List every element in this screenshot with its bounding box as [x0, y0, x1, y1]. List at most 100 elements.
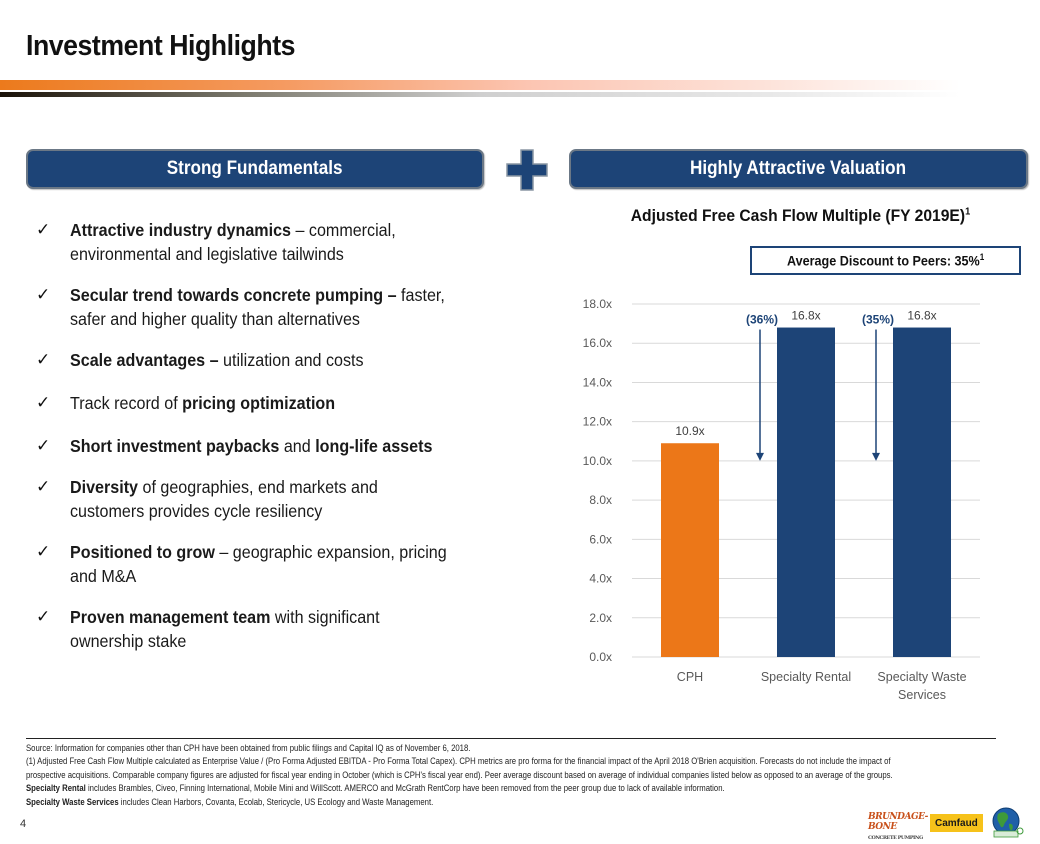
- check-icon: ✓: [36, 350, 51, 369]
- bullet-text-bold: Scale advantages –: [70, 350, 219, 370]
- attractive-valuation-header: Highly Attractive Valuation: [569, 149, 1028, 189]
- bullet-text-bold: Short investment paybacks: [70, 436, 280, 456]
- y-tick-label: 12.0x: [583, 415, 612, 429]
- check-icon: ✓: [36, 393, 51, 412]
- x-category-label: Services: [898, 688, 946, 702]
- bullet-text-regular: of geographies, end markets and: [138, 477, 378, 497]
- chart-title-footnote: 1: [964, 206, 970, 218]
- discount-annotation-label: (35%): [862, 313, 894, 327]
- bullet-text: Short investment paybacks and long-life …: [70, 434, 502, 458]
- footnote-source: Source: Information for companies other …: [26, 743, 471, 753]
- fundamentals-bullet: ✓ Scale advantages – utilization and cost…: [36, 348, 486, 372]
- bullet-text-bold: Positioned to grow: [70, 542, 215, 562]
- y-tick-label: 2.0x: [589, 611, 612, 625]
- bullet-text-bold: Secular trend towards concrete pumping –: [70, 285, 397, 305]
- brundage-logo-line-1: BRUNDAGE-: [868, 812, 928, 822]
- x-category-label: Specialty Waste: [877, 670, 966, 684]
- bullet-text: Track record of pricing optimization: [70, 391, 502, 415]
- fundamentals-bullet: ✓ Proven management team with significant…: [36, 605, 486, 653]
- footnote-specialty-waste-label: Specialty Waste Services: [26, 796, 119, 807]
- y-tick-label: 16.0x: [583, 336, 612, 350]
- footnote-1-line-2: prospective acquisitions. Comparable com…: [26, 769, 893, 780]
- bar-value-label: 16.8x: [791, 309, 820, 323]
- y-tick-label: 8.0x: [589, 493, 612, 507]
- check-icon: ✓: [36, 220, 51, 239]
- bullet-text-regular: and: [279, 436, 316, 456]
- bar-cph: [661, 443, 719, 657]
- bullet-text: Positioned to grow – geographic expansio…: [70, 540, 502, 588]
- y-tick-label: 10.0x: [583, 454, 612, 468]
- check-icon: ✓: [36, 542, 51, 561]
- bullet-text: Scale advantages – utilization and costs: [70, 348, 502, 372]
- fundamentals-bullet: ✓ Secular trend towards concrete pumping …: [36, 283, 486, 331]
- footnote-1-line-1: (1) Adjusted Free Cash Flow Multiple cal…: [26, 756, 891, 767]
- bullet-text: Attractive industry dynamics – commercia…: [70, 218, 502, 266]
- fundamentals-list: ✓ Attractive industry dynamics – commerci…: [36, 218, 486, 653]
- footnotes: Source: Information for companies other …: [26, 742, 1006, 809]
- bullet-text: Secular trend towards concrete pumping –…: [70, 283, 502, 331]
- bullet-text-regular: environmental and legislative tailwinds: [70, 244, 344, 264]
- chart-title-text: Adjusted Free Cash Flow Multiple (FY 201…: [630, 206, 965, 225]
- x-category-label: CPH: [677, 670, 703, 684]
- attractive-valuation-header-label: Highly Attractive Valuation: [690, 158, 907, 179]
- bullet-text-regular: safer and higher quality than alternativ…: [70, 309, 360, 329]
- bullet-text-regular: ownership stake: [70, 631, 187, 651]
- bullet-text: Diversity of geographies, end markets an…: [70, 475, 502, 523]
- bullet-text-regular: Track record of: [70, 393, 183, 413]
- y-tick-label: 14.0x: [583, 375, 612, 389]
- brundage-bone-logo: BRUNDAGE- BONE CONCRETE PUMPING: [868, 812, 928, 841]
- camfaud-logo: Camfaud: [930, 814, 983, 832]
- bullet-text-regular: – geographic expansion, pricing: [214, 542, 447, 562]
- page-title: Investment Highlights: [26, 30, 296, 62]
- footnote-specialty-rental-text: includes Brambles, Civeo, Finning Intern…: [85, 783, 725, 794]
- check-icon: ✓: [36, 607, 51, 626]
- fundamentals-bullet: ✓ Track record of pricing optimization: [36, 391, 486, 415]
- bullet-text: Proven management team with significant o…: [70, 605, 502, 653]
- bullet-text-bold: pricing optimization: [182, 393, 336, 413]
- footnote-specialty-rental: Specialty Rental includes Brambles, Cive…: [26, 782, 869, 795]
- page-number: 4: [20, 818, 27, 830]
- check-icon: ✓: [36, 285, 51, 304]
- bullet-text-regular: customers provides cycle resiliency: [70, 501, 323, 521]
- fundamentals-bullet: ✓ Positioned to grow – geographic expansi…: [36, 540, 486, 588]
- camfaud-logo-text: Camfaud: [935, 817, 978, 829]
- bullet-text-regular: with significant: [270, 607, 380, 627]
- chart-title: Adjusted Free Cash Flow Multiple (FY 201…: [560, 206, 1040, 226]
- average-discount-label: Average Discount to Peers: 35%: [786, 252, 980, 269]
- title-rule-dark: [0, 92, 960, 97]
- discount-arrow-head: [756, 452, 764, 461]
- y-tick-label: 4.0x: [589, 572, 612, 586]
- bullet-text-regular: faster,: [396, 285, 445, 305]
- bullet-text-regular: and M&A: [70, 566, 137, 586]
- brundage-logo-tagline: CONCRETE PUMPING: [868, 835, 923, 841]
- strong-fundamentals-header-label: Strong Fundamentals: [167, 158, 343, 179]
- bar-specialty-rental: [777, 327, 835, 657]
- bullet-text-bold: Attractive industry dynamics: [70, 220, 292, 240]
- footnote-specialty-rental-label: Specialty Rental: [26, 783, 86, 794]
- y-tick-label: 6.0x: [589, 532, 612, 546]
- discount-arrow-head: [872, 452, 880, 461]
- footnote-specialty-waste: Specialty Waste Services includes Clean …: [26, 796, 869, 809]
- brundage-logo-line-2: BONE: [868, 822, 897, 832]
- bar-specialty-waste-services: [893, 327, 951, 657]
- strong-fundamentals-header: Strong Fundamentals: [26, 149, 484, 189]
- ecoflex-globe-logo: [992, 807, 1024, 838]
- company-logos: BRUNDAGE- BONE CONCRETE PUMPING Camfaud: [868, 806, 1025, 841]
- bar-value-label: 16.8x: [907, 309, 936, 323]
- bullet-text-regular: utilization and costs: [218, 350, 364, 370]
- check-icon: ✓: [36, 436, 51, 455]
- bullet-text-bold: Diversity: [70, 477, 139, 497]
- y-tick-label: 0.0x: [589, 650, 612, 664]
- average-discount-box: Average Discount to Peers: 35%1: [750, 246, 1021, 275]
- fundamentals-bullet: ✓ Short investment paybacks and long-life…: [36, 434, 486, 458]
- bar-value-label: 10.9x: [675, 424, 704, 438]
- bullet-text-bold: long-life assets: [315, 436, 433, 456]
- plus-icon: [506, 149, 548, 191]
- title-rule-orange: [0, 80, 960, 90]
- x-category-label: Specialty Rental: [761, 670, 851, 684]
- footer-rule: [26, 738, 996, 739]
- y-tick-label: 18.0x: [583, 297, 612, 311]
- bullet-text-bold: Proven management team: [70, 607, 271, 627]
- bullet-text-regular: – commercial,: [291, 220, 396, 240]
- footnote-specialty-waste-text: includes Clean Harbors, Covanta, Ecolab,…: [118, 796, 434, 807]
